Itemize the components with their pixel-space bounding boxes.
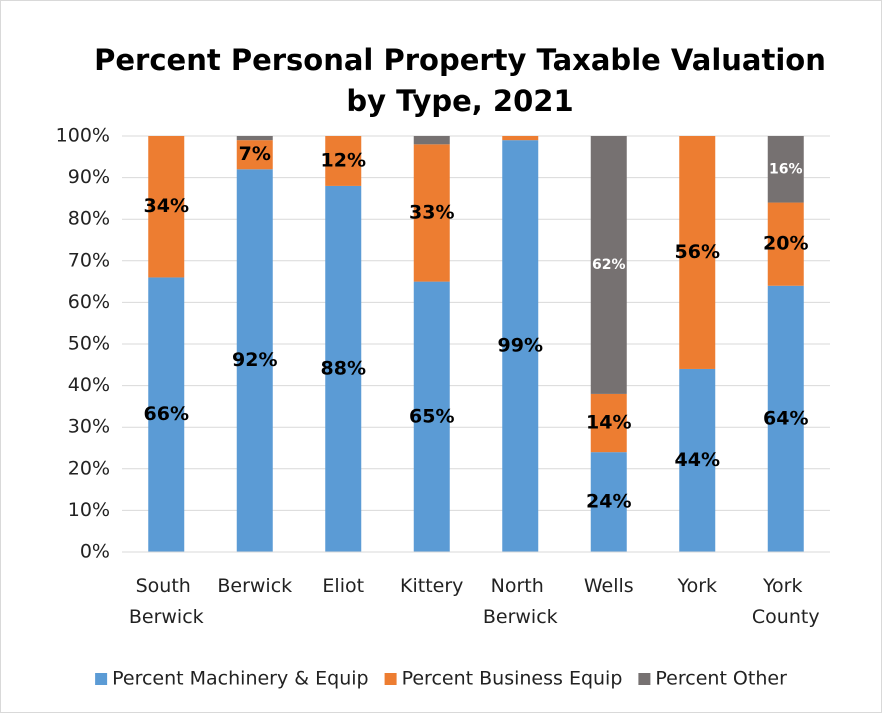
bar-segment	[236, 169, 273, 552]
data-label: 7%	[239, 143, 271, 165]
bar-segment	[325, 136, 362, 186]
bar-segment	[679, 368, 716, 552]
data-label: 88%	[321, 357, 366, 379]
data-label: 34%	[144, 195, 189, 217]
legend-swatch	[384, 673, 397, 685]
data-label: 99%	[498, 335, 543, 357]
bar-segment	[590, 452, 627, 552]
bar-segment	[679, 136, 716, 369]
bar-segment	[502, 136, 539, 141]
data-label: 65%	[409, 405, 454, 427]
x-tick-label: Wells	[584, 575, 634, 597]
bar-segment	[413, 281, 450, 552]
bar-segment	[236, 140, 273, 170]
data-label: 14%	[586, 412, 631, 434]
data-label: 56%	[675, 241, 720, 263]
x-tick-label: Berwick	[217, 575, 292, 597]
y-tick-label: 30%	[68, 416, 110, 438]
bar-segment	[413, 144, 450, 282]
bar-segment	[325, 185, 362, 553]
legend-item: Percent Business Equip	[384, 668, 623, 690]
y-tick-label: 50%	[68, 333, 110, 355]
data-label: 20%	[763, 233, 808, 255]
data-label: 62%	[592, 257, 626, 273]
legend-swatch	[95, 673, 108, 685]
bar-segment	[590, 393, 627, 453]
legend-swatch	[638, 673, 651, 685]
bar-segment	[590, 136, 627, 394]
chart-title: Percent Personal Property Taxable Valuat…	[94, 43, 826, 118]
data-label: 44%	[675, 449, 720, 471]
data-label: 12%	[321, 149, 366, 171]
y-tick-label: 80%	[68, 208, 110, 230]
data-label: 92%	[232, 349, 277, 371]
bar-segment	[767, 202, 804, 286]
legend-item: Percent Machinery & Equip	[95, 668, 369, 690]
y-tick-label: 90%	[68, 166, 110, 188]
bar-segment	[148, 136, 185, 278]
data-label: 16%	[769, 161, 803, 177]
x-tick-label: York	[676, 575, 717, 597]
x-tick-label: York County	[752, 575, 820, 628]
x-tick-label: South Berwick	[129, 575, 204, 628]
legend-label: Percent Business Equip	[402, 668, 623, 690]
legend-label: Percent Other	[655, 668, 787, 690]
data-label: 33%	[409, 201, 454, 223]
x-tick-label: Kittery	[400, 575, 463, 597]
legend-label: Percent Machinery & Equip	[112, 668, 368, 690]
bar-segment	[502, 140, 539, 552]
data-label: 66%	[144, 403, 189, 425]
data-label: 64%	[763, 407, 808, 429]
bar-segment	[413, 136, 450, 145]
y-tick-label: 0%	[80, 541, 110, 563]
x-tick-label: Eliot	[322, 575, 364, 597]
legend-item: Percent Other	[638, 668, 787, 690]
bar-segment	[148, 277, 185, 552]
x-tick-label: North Berwick	[483, 575, 558, 628]
y-tick-label: 60%	[68, 291, 110, 313]
y-tick-label: 40%	[68, 374, 110, 396]
y-tick-label: 70%	[68, 249, 110, 271]
y-tick-label: 100%	[56, 125, 110, 147]
data-label: 24%	[586, 491, 631, 513]
bar-segment	[236, 136, 273, 141]
bar-segment	[767, 285, 804, 552]
y-tick-label: 20%	[68, 457, 110, 479]
y-tick-label: 10%	[68, 499, 110, 521]
bar-segment	[767, 136, 804, 203]
